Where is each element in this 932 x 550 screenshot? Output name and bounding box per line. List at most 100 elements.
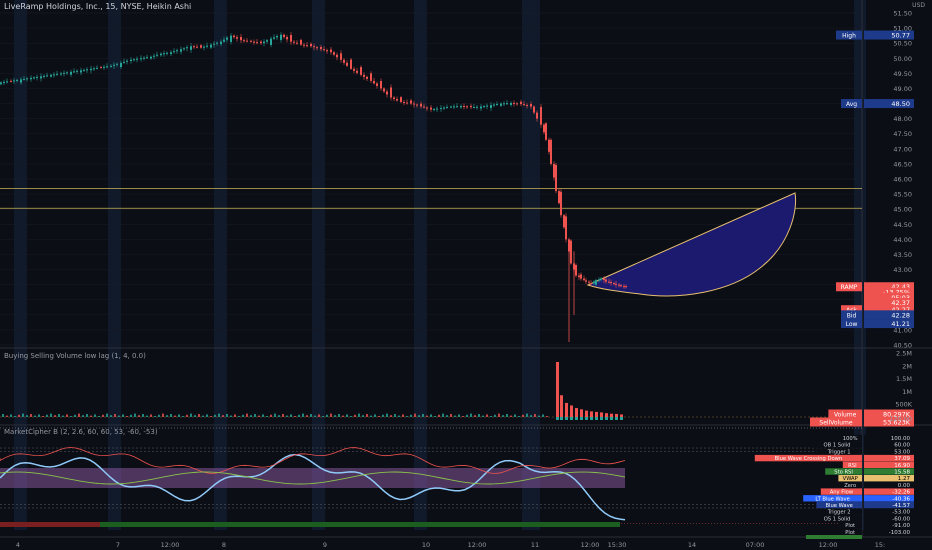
candle-body: [163, 53, 165, 55]
cipher-tag-bg: [864, 501, 914, 509]
signal-strip: [100, 522, 620, 527]
volume-bar: [474, 415, 476, 417]
volume-bar: [130, 414, 132, 417]
volume-bar: [318, 414, 320, 417]
price-tag-name-bg: [841, 319, 862, 329]
volume-bar: [526, 413, 528, 417]
time-axis-label: 12:00: [468, 541, 487, 549]
candle-body: [588, 281, 590, 283]
time-axis-label: 15:30: [608, 541, 627, 549]
time-axis-label: 11: [531, 541, 539, 549]
candle-body: [290, 35, 292, 42]
candle-body: [53, 74, 55, 76]
volume-bar: [615, 417, 618, 420]
candle-body: [563, 215, 565, 228]
volume-bar: [162, 413, 164, 417]
candle-body: [310, 43, 312, 47]
volume-bar: [605, 413, 608, 417]
time-axis-label: 07:00: [746, 541, 765, 549]
cipher-tag-value: 100.00: [891, 436, 911, 442]
candle-body: [420, 103, 422, 107]
volume-bar: [502, 415, 504, 417]
price-tick-label: 43.50: [893, 251, 912, 259]
candle-body: [316, 47, 318, 49]
candle-body: [548, 139, 550, 152]
candle-body: [473, 106, 475, 108]
price-tag-bg: [864, 287, 914, 297]
wave-area: [0, 468, 625, 488]
price-tick-label: 44.50: [893, 221, 912, 229]
volume-bar: [418, 415, 420, 417]
cipher-tag-name-bg: [816, 508, 862, 515]
candle-body: [76, 70, 78, 72]
volume-bar: [198, 414, 200, 417]
cipher-tag-name: Sto RSI: [834, 470, 853, 476]
candle-body: [340, 53, 342, 60]
candle-body: [50, 74, 52, 77]
volume-bar: [620, 417, 623, 420]
time-axis-label: 9: [323, 541, 327, 549]
candle-body: [270, 38, 272, 45]
volume-bar: [190, 413, 192, 417]
cipher-tag-bg: [864, 508, 914, 515]
volume-bar: [595, 417, 598, 420]
volume-bar: [605, 417, 608, 420]
volume-bar: [274, 413, 276, 417]
price-tag-bg: [864, 99, 914, 109]
volume-bar: [310, 414, 312, 417]
volume-bar: [600, 417, 603, 420]
candle-body: [273, 37, 275, 39]
candle-body: [553, 163, 555, 178]
cipher-tag-bg: [864, 468, 914, 475]
volume-bar: [70, 416, 72, 417]
cipher-tick-label: 120.00: [889, 415, 912, 423]
cipher-tag-name: Any Flow: [830, 490, 854, 496]
volume-bar: [254, 414, 256, 417]
price-tag-name: High: [842, 33, 856, 40]
session-band: [414, 0, 427, 530]
candle-body: [186, 47, 188, 49]
cipher-tag-bg: [864, 481, 914, 489]
candle-body: [423, 106, 425, 108]
candle-body: [160, 53, 162, 56]
volume-tag-name-bg: [828, 409, 862, 419]
price-tag-name-bg: [836, 282, 862, 292]
candle-body: [460, 105, 462, 108]
volume-bar: [454, 415, 456, 417]
candle-body: [73, 71, 75, 73]
volume-bar: [206, 414, 208, 417]
candle-body: [13, 80, 15, 82]
candle-body: [136, 58, 138, 60]
time-axis-label: 14: [688, 541, 696, 549]
price-tag-name: Low: [846, 321, 858, 328]
cipher-tag-value: -60.00: [892, 516, 910, 522]
cipher-tag-value: 15.58: [894, 470, 910, 476]
candle-body: [585, 280, 587, 282]
volume-bar: [560, 417, 563, 420]
price-tick-label: 47.00: [893, 145, 912, 153]
candle-body: [86, 69, 88, 71]
volume-bar: [590, 417, 593, 420]
candle-body: [516, 103, 518, 105]
price-tag-bg: [864, 305, 914, 315]
volume-bar: [214, 414, 216, 417]
volume-bar: [560, 395, 563, 417]
volume-bar: [230, 415, 232, 417]
volume-bar: [194, 415, 196, 417]
price-tick-label: 50.50: [893, 40, 912, 48]
candle-body: [293, 41, 295, 43]
volume-bar: [50, 413, 52, 417]
volume-bar: [102, 414, 104, 417]
volume-bar: [585, 417, 588, 420]
candle-body: [533, 106, 535, 113]
candle-body: [320, 46, 322, 50]
price-tag-name-bg: [841, 310, 862, 320]
time-axis-label: 4: [16, 541, 20, 549]
volume-bar: [90, 415, 92, 417]
volume-bar: [170, 414, 172, 417]
volume-pane-title: Buying Selling Volume low lag (1, 4, 0.0…: [4, 352, 146, 360]
volume-bar: [154, 416, 156, 417]
candle-body: [20, 79, 22, 83]
